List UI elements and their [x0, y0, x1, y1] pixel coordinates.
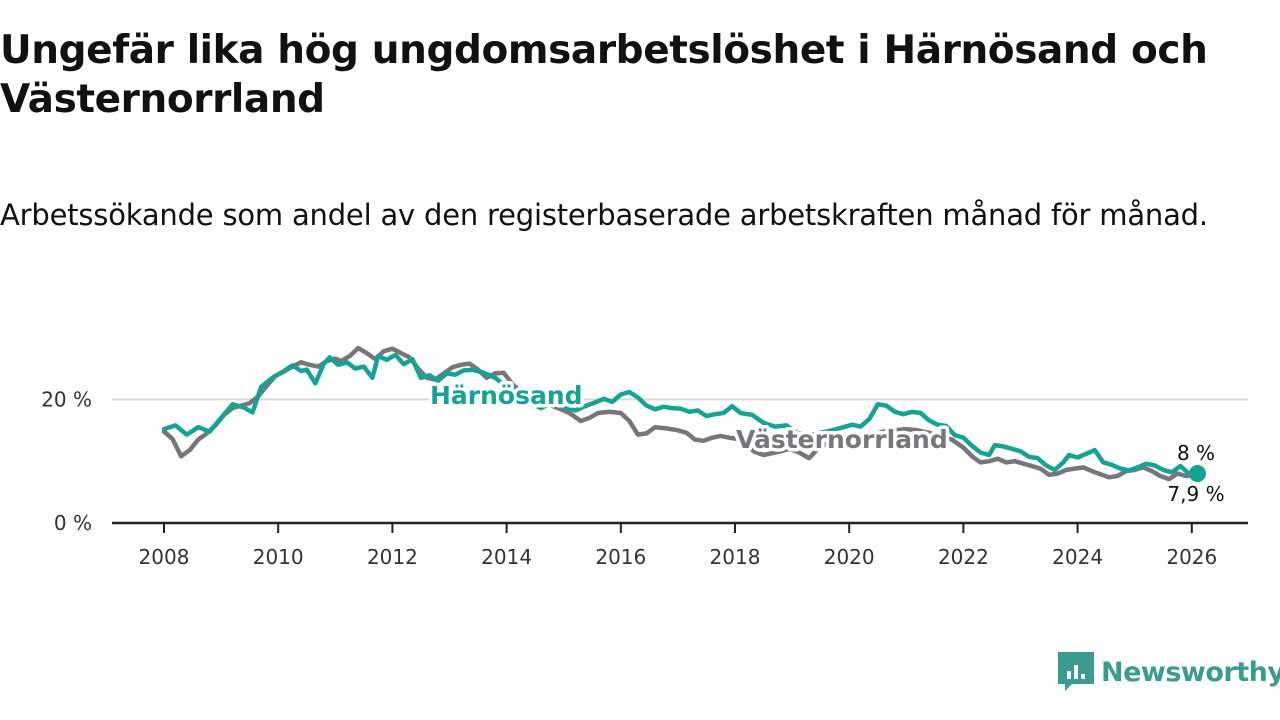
end-label-vasternorrland: 7,9 % — [1167, 482, 1224, 506]
x-tick-label: 2016 — [595, 545, 646, 569]
x-tick-label: 2014 — [481, 545, 532, 569]
x-axis: 2008 2010 2012 2014 2016 2018 2020 2022 2024 2026 — [112, 521, 1248, 569]
newsworthy-logo-icon — [1058, 652, 1094, 691]
series-label-harnosand: Härnösand — [430, 381, 583, 410]
x-tick-label: 2020 — [824, 545, 875, 569]
x-tick-label: 2022 — [938, 545, 989, 569]
chart-subtitle: Arbetssökande som andel av den registerb… — [0, 198, 1208, 232]
end-label-harnosand: 8 % — [1177, 441, 1215, 465]
x-tick-label: 2018 — [710, 545, 761, 569]
series-labels: Härnösand Västernorrland 8 % 7,9 % — [427, 378, 1225, 507]
brand-name: Newsworthy — [1101, 656, 1280, 688]
series-lines — [161, 345, 1207, 483]
y-tick-label: 0 % — [54, 511, 92, 535]
newsworthy-brand[interactable]: Newsworthy — [1058, 652, 1280, 692]
x-tick-label: 2024 — [1052, 545, 1103, 569]
series-label-vasternorrland: Västernorrland — [736, 425, 948, 454]
series-line-harnosand — [161, 352, 1200, 476]
x-tick-label: 2026 — [1166, 545, 1217, 569]
x-tick-label: 2008 — [139, 545, 190, 569]
y-axis-tick-labels: 0 % 20 % — [41, 387, 92, 535]
y-tick-label: 20 % — [41, 387, 92, 411]
x-tick-label: 2010 — [253, 545, 304, 569]
end-marker-harnosand — [1189, 465, 1207, 483]
chart-title: Ungefär lika hög ungdomsarbetslöshet i H… — [0, 28, 1208, 122]
x-tick-label: 2012 — [367, 545, 418, 569]
